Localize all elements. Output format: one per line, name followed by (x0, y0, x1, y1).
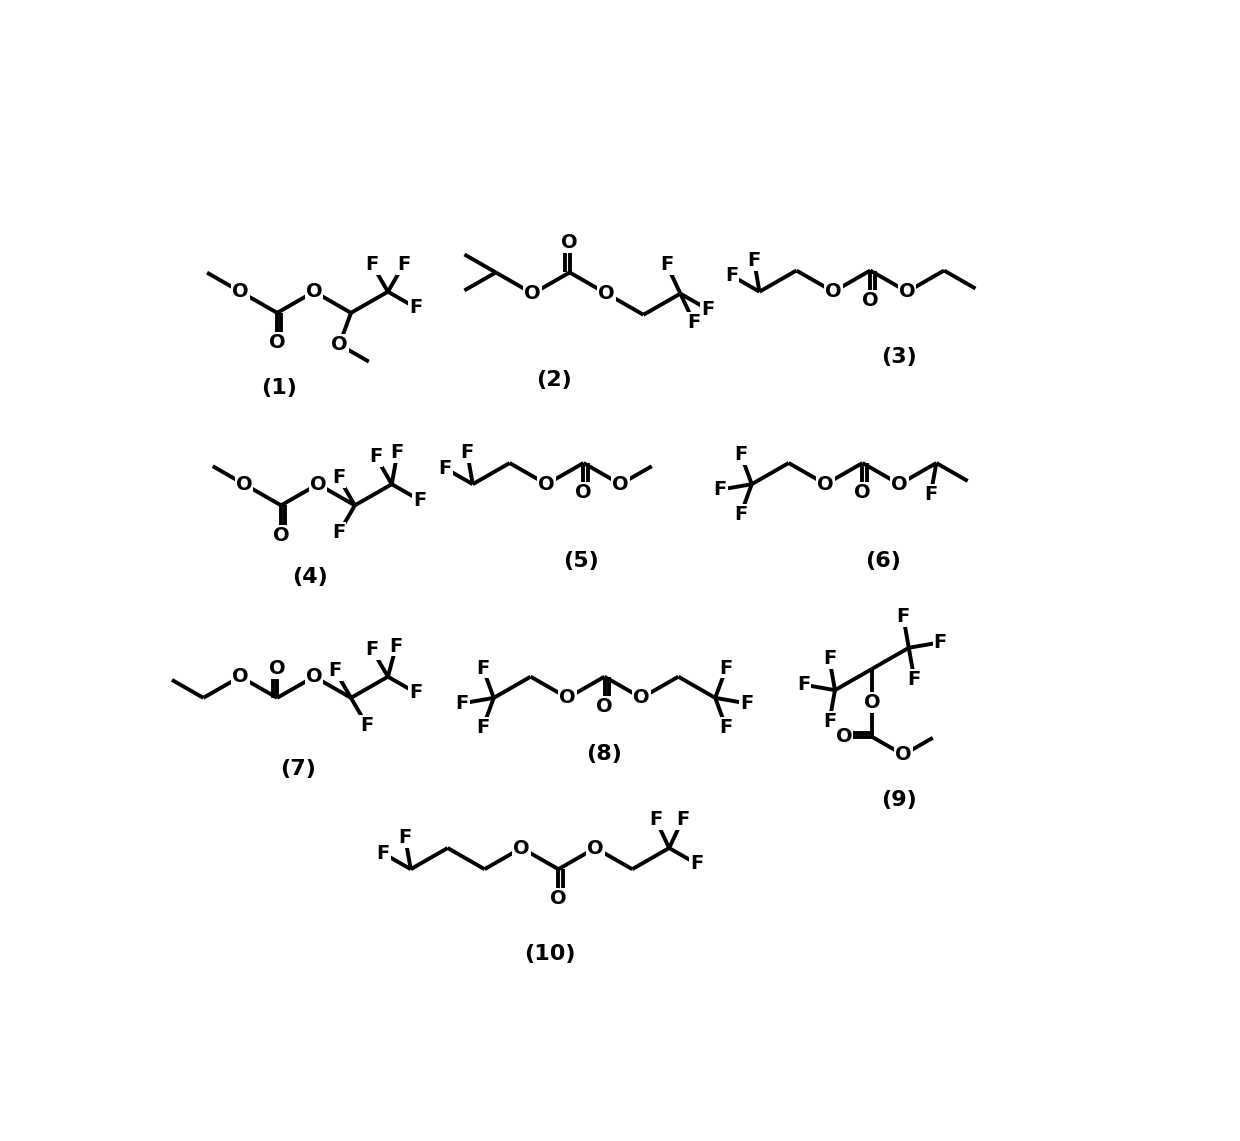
Text: F: F (740, 694, 754, 713)
Text: (9): (9) (882, 790, 916, 810)
Text: F: F (823, 712, 836, 731)
Text: F: F (719, 658, 733, 678)
Text: F: F (332, 468, 346, 487)
Text: F: F (398, 828, 412, 848)
Text: F: F (676, 810, 689, 828)
Text: O: O (306, 667, 322, 686)
Text: O: O (559, 688, 575, 707)
Text: O: O (232, 282, 248, 301)
Text: O: O (863, 694, 880, 712)
Text: O: O (596, 697, 613, 715)
Text: F: F (725, 266, 739, 285)
Text: F: F (934, 633, 947, 652)
Text: F: F (329, 661, 342, 680)
Text: F: F (924, 485, 937, 504)
Text: O: O (236, 475, 253, 494)
Text: O: O (538, 475, 554, 494)
Text: F: F (649, 810, 662, 828)
Text: F: F (908, 670, 921, 689)
Text: O: O (634, 688, 650, 707)
Text: (10): (10) (525, 944, 577, 964)
Text: (1): (1) (262, 378, 296, 398)
Text: O: O (562, 233, 578, 252)
Text: O: O (899, 282, 915, 301)
Text: O: O (232, 667, 248, 686)
Text: O: O (331, 335, 347, 354)
Text: O: O (862, 291, 879, 309)
Text: F: F (702, 300, 714, 319)
Text: F: F (719, 718, 733, 737)
Text: F: F (397, 254, 410, 274)
Text: F: F (476, 658, 490, 678)
Text: F: F (439, 459, 451, 478)
Text: F: F (455, 694, 469, 713)
Text: O: O (269, 658, 285, 678)
Text: F: F (476, 718, 490, 737)
Text: F: F (409, 683, 422, 702)
Text: O: O (613, 475, 629, 494)
Text: (8): (8) (587, 744, 622, 763)
Text: (6): (6) (866, 551, 901, 572)
Text: O: O (895, 745, 911, 764)
Text: O: O (817, 475, 833, 494)
Text: O: O (306, 282, 322, 301)
Text: F: F (734, 445, 748, 464)
Text: F: F (734, 504, 748, 524)
Text: F: F (823, 649, 836, 669)
Text: F: F (660, 256, 673, 274)
Text: (3): (3) (882, 347, 916, 367)
Text: O: O (854, 483, 870, 502)
Text: F: F (366, 254, 378, 274)
Text: O: O (892, 475, 908, 494)
Text: (4): (4) (293, 567, 327, 586)
Text: F: F (897, 607, 910, 626)
Text: F: F (370, 447, 382, 467)
Text: F: F (377, 844, 389, 863)
Text: F: F (409, 298, 422, 317)
Text: O: O (551, 889, 567, 908)
Text: F: F (687, 313, 701, 332)
Text: F: F (714, 480, 727, 500)
Text: O: O (575, 483, 591, 502)
Text: F: F (361, 715, 373, 735)
Text: F: F (748, 251, 760, 270)
Text: (5): (5) (563, 551, 599, 572)
Text: O: O (269, 333, 285, 353)
Text: F: F (389, 637, 403, 656)
Text: (2): (2) (536, 370, 572, 390)
Text: O: O (525, 284, 541, 304)
Text: O: O (598, 284, 615, 304)
Text: O: O (587, 839, 604, 858)
Text: O: O (273, 526, 289, 544)
Text: O: O (310, 475, 326, 494)
Text: (7): (7) (280, 759, 316, 779)
Text: F: F (797, 675, 810, 694)
Text: O: O (836, 727, 852, 746)
Text: F: F (391, 444, 404, 462)
Text: F: F (332, 524, 346, 542)
Text: F: F (691, 855, 703, 873)
Text: F: F (366, 640, 378, 658)
Text: F: F (413, 491, 427, 510)
Text: O: O (825, 282, 842, 301)
Text: O: O (513, 839, 529, 858)
Text: F: F (460, 444, 474, 462)
